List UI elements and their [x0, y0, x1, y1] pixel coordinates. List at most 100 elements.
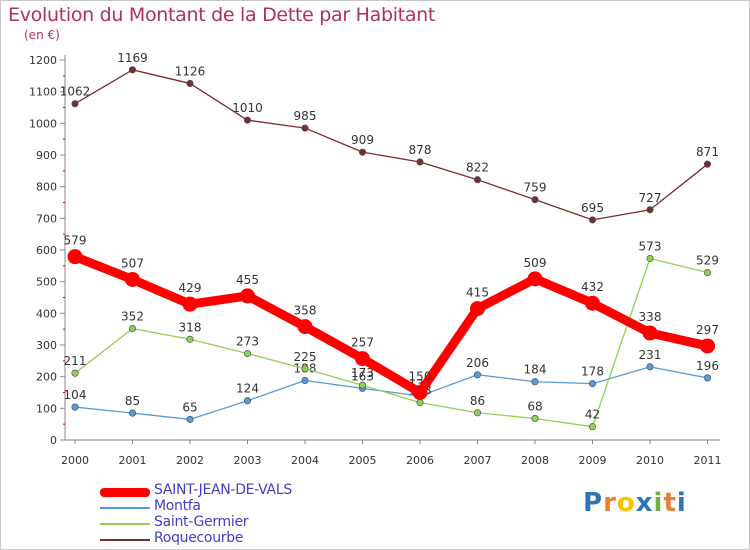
data-point-saint-jean-de-vals — [355, 351, 370, 367]
data-point-montfa — [588, 380, 597, 388]
data-point-roquecourbe — [186, 79, 194, 87]
y-tick-label: 800 — [36, 181, 57, 194]
data-point-roquecourbe — [416, 158, 424, 166]
data-point-saint-germier — [416, 399, 424, 407]
data-point-montfa — [703, 374, 712, 382]
logo-letter: x — [635, 488, 654, 518]
data-point-saint-germier — [128, 324, 137, 333]
x-tick-label: 2008 — [521, 454, 549, 467]
data-label-saint-jean-de-vals: 297 — [696, 323, 719, 337]
data-label-saint-jean-de-vals: 429 — [179, 281, 202, 295]
data-label-saint-germier: 42 — [585, 408, 600, 422]
y-tick-label: 700 — [36, 212, 57, 225]
x-tick-label: 2011 — [694, 454, 722, 467]
data-label-montfa: 178 — [581, 365, 604, 379]
logo-letter: t — [663, 488, 677, 518]
data-label-saint-germier: 86 — [470, 394, 485, 408]
data-label-saint-jean-de-vals: 338 — [639, 310, 662, 324]
data-point-saint-germier — [588, 423, 597, 431]
data-label-montfa: 124 — [236, 382, 259, 396]
data-label-saint-germier: 573 — [639, 240, 662, 254]
x-tick-label: 2006 — [406, 454, 434, 467]
y-tick-label: 300 — [36, 339, 57, 352]
data-point-saint-jean-de-vals — [67, 249, 83, 265]
data-label-roquecourbe: 1062 — [60, 85, 91, 99]
y-tick-label: 1000 — [29, 117, 57, 130]
data-label-saint-germier: 173 — [351, 366, 374, 380]
data-point-saint-jean-de-vals — [297, 319, 313, 335]
data-label-roquecourbe: 1126 — [175, 64, 206, 78]
logo-letter: i — [653, 488, 664, 518]
data-label-saint-germier: 318 — [179, 320, 202, 334]
data-label-montfa: 104 — [64, 388, 87, 402]
data-point-saint-germier — [646, 254, 654, 263]
data-label-roquecourbe: 878 — [409, 143, 432, 157]
data-point-montfa — [531, 378, 539, 386]
legend-item: Roquecourbe — [100, 530, 360, 548]
data-label-montfa: 206 — [466, 356, 489, 370]
series-line-saint-germier — [74, 257, 709, 428]
data-label-roquecourbe: 871 — [696, 145, 719, 159]
x-tick-label: 2007 — [464, 454, 492, 467]
y-tick-label: 1200 — [29, 54, 57, 67]
y-tick-label: 0 — [50, 434, 57, 447]
data-point-saint-germier — [531, 414, 539, 423]
data-point-roquecourbe — [301, 124, 309, 132]
data-point-saint-jean-de-vals — [470, 301, 485, 317]
data-label-roquecourbe: 1010 — [232, 101, 263, 115]
data-point-saint-germier — [301, 365, 309, 373]
data-label-roquecourbe: 727 — [639, 191, 662, 205]
data-label-saint-germier: 352 — [121, 310, 144, 324]
y-tick-label: 500 — [36, 276, 57, 289]
y-tick-label: 900 — [36, 149, 57, 162]
legend-label: SAINT-JEAN-DE-VALS — [154, 482, 292, 498]
legend-item: Montfa — [100, 498, 360, 516]
x-tick-label: 2009 — [579, 454, 607, 467]
y-tick-label: 600 — [36, 244, 57, 257]
x-tick-label: 2003 — [234, 454, 262, 467]
data-point-montfa — [71, 403, 79, 411]
legend-item: SAINT-JEAN-DE-VALS — [100, 482, 360, 500]
data-label-saint-germier: 225 — [294, 350, 317, 364]
data-point-roquecourbe — [71, 100, 79, 108]
legend-swatch — [100, 539, 150, 541]
legend-item: Saint-Germier — [100, 514, 360, 532]
x-tick-label: 2001 — [119, 454, 147, 467]
logo-letter: i — [676, 488, 687, 518]
data-point-saint-jean-de-vals — [182, 296, 198, 312]
data-label-saint-germier: 211 — [64, 354, 87, 368]
data-point-saint-jean-de-vals — [125, 271, 140, 287]
data-point-roquecourbe — [243, 116, 252, 124]
y-tick-label: 200 — [36, 371, 57, 384]
data-point-montfa — [128, 409, 137, 417]
data-point-roquecourbe — [128, 66, 137, 74]
data-label-roquecourbe: 695 — [581, 201, 604, 215]
data-point-roquecourbe — [588, 216, 597, 224]
y-tick-label: 400 — [36, 307, 57, 320]
x-tick-label: 2004 — [291, 454, 319, 467]
logo-letter: P — [583, 488, 604, 518]
x-tick-label: 2005 — [349, 454, 377, 467]
data-label-montfa: 231 — [639, 348, 662, 362]
data-point-montfa — [301, 376, 309, 385]
data-label-roquecourbe: 985 — [294, 109, 317, 123]
legend-label: Saint-Germier — [154, 514, 249, 530]
data-label-montfa: 65 — [182, 400, 197, 414]
data-label-roquecourbe: 822 — [466, 161, 489, 175]
legend-label: Montfa — [154, 498, 201, 514]
data-label-montfa: 184 — [524, 363, 547, 377]
data-point-roquecourbe — [703, 160, 712, 168]
data-point-montfa — [243, 397, 252, 405]
y-tick-label: 100 — [36, 402, 57, 415]
data-point-roquecourbe — [473, 176, 482, 184]
logo-letter: r — [603, 488, 617, 518]
series-line-montfa — [74, 366, 709, 421]
data-point-roquecourbe — [646, 206, 654, 214]
chart-unit: (en €) — [24, 28, 60, 42]
series-line-roquecourbe — [74, 69, 709, 221]
data-label-saint-jean-de-vals: 507 — [121, 256, 144, 270]
legend-swatch — [100, 507, 150, 509]
data-label-saint-jean-de-vals: 455 — [236, 273, 259, 287]
x-tick-label: 2000 — [61, 454, 89, 467]
